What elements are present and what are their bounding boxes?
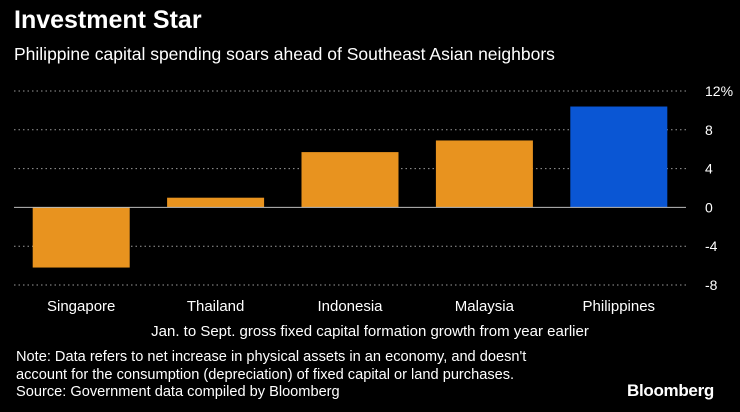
x-tick-label-singapore: Singapore	[47, 298, 115, 315]
bar-malaysia	[435, 140, 533, 208]
source-line: Source: Government data compiled by Bloo…	[16, 384, 340, 400]
x-tick-label-philippines: Philippines	[583, 298, 656, 315]
y-tick-label: 12%	[705, 83, 733, 99]
y-tick-label: 4	[705, 161, 713, 177]
x-axis-caption: Jan. to Sept. gross fixed capital format…	[151, 323, 589, 340]
x-tick-label-thailand: Thailand	[187, 298, 245, 315]
brand-logo: Bloomberg	[626, 381, 714, 400]
chart-title: Investment Star	[14, 6, 202, 34]
y-tick-label: -8	[705, 277, 718, 293]
x-axis-ticks: Singapore Thailand Indonesia Malaysia Philip…	[47, 298, 655, 315]
bar-philippines	[570, 106, 668, 208]
bar-thailand	[167, 197, 265, 208]
x-tick-label-indonesia: Indonesia	[317, 298, 383, 315]
x-tick-label-malaysia: Malaysia	[455, 298, 515, 315]
chart-subtitle: Philippine capital spending soars ahead …	[14, 44, 555, 64]
y-tick-label: -4	[705, 238, 718, 254]
bar-indonesia	[301, 152, 399, 208]
y-tick-label: 8	[705, 122, 713, 138]
bar-singapore	[32, 207, 130, 268]
y-tick-label: 0	[705, 199, 713, 215]
footnote: Note: Data refers to net increase in phy…	[16, 349, 527, 383]
bars	[32, 106, 668, 268]
bar-chart: 12% 8 4 0 -4 -8 Singapore Thailand Indonesia Mal…	[14, 83, 733, 315]
y-axis-ticks: 12% 8 4 0 -4 -8	[705, 83, 733, 293]
